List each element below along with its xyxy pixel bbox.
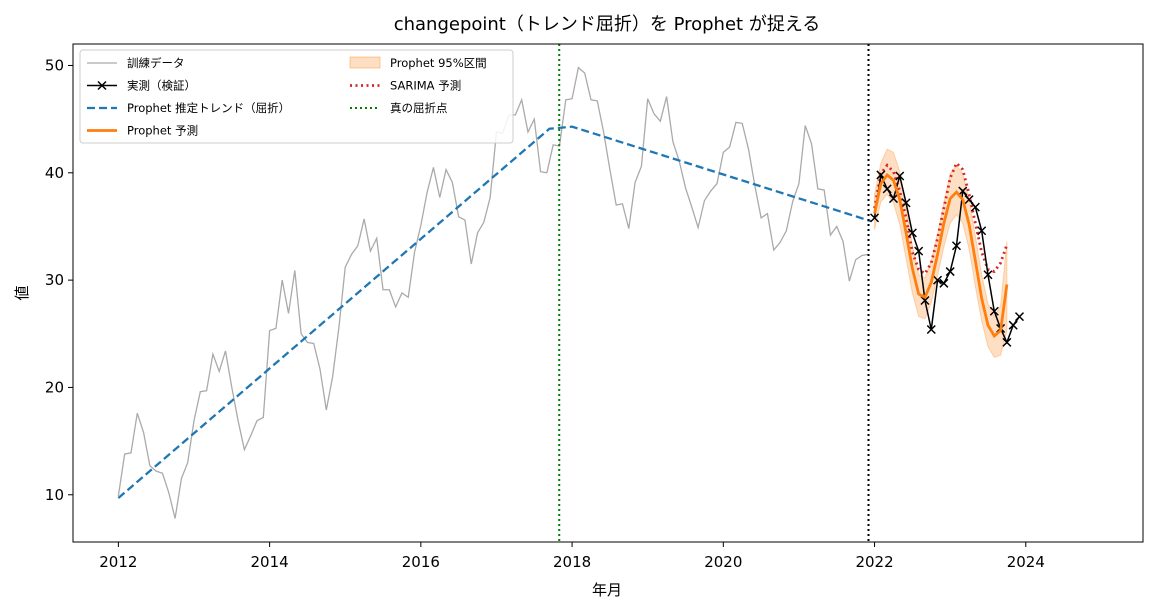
legend-frame bbox=[79, 49, 514, 144]
actual-point-marker bbox=[926, 324, 936, 335]
legend-label: Prophet 予測 bbox=[127, 124, 198, 138]
series-trend-line bbox=[117, 125, 872, 499]
y-axis-label: 値 bbox=[13, 285, 31, 300]
series-forecast-line bbox=[873, 172, 1009, 339]
legend-label: Prophet 推定トレンド（屈折） bbox=[127, 101, 290, 115]
legend-label: 訓練データ bbox=[127, 56, 185, 70]
x-tick-label: 2020 bbox=[704, 553, 742, 571]
actual-point-marker bbox=[989, 306, 999, 316]
actual-point-marker bbox=[970, 202, 980, 212]
actual-point-marker bbox=[920, 295, 930, 306]
actual-point-marker bbox=[914, 246, 924, 256]
legend-entry-band: Prophet 95%区間 bbox=[349, 56, 487, 70]
actual-point-marker bbox=[945, 267, 955, 277]
series-actual-line bbox=[873, 172, 1021, 345]
series-train-line bbox=[117, 66, 869, 519]
actual-point-marker bbox=[939, 278, 949, 288]
actual-point-marker bbox=[951, 241, 962, 251]
forecast-interval-band bbox=[874, 148, 1008, 359]
actual-point-marker bbox=[964, 195, 974, 205]
actual-point-marker bbox=[888, 194, 898, 204]
x-tick-label: 2012 bbox=[99, 553, 137, 571]
legend-label: SARIMA 予測 bbox=[390, 79, 461, 93]
actual-point-marker bbox=[901, 198, 911, 208]
y-tick-label: 20 bbox=[45, 378, 64, 396]
legend-label: 実測（検証） bbox=[127, 79, 196, 93]
actual-point-marker bbox=[977, 226, 987, 236]
chart-title: changepoint（トレンド屈折）を Prophet が捉える bbox=[394, 14, 821, 35]
actual-point-marker bbox=[1002, 337, 1012, 347]
actual-point-marker bbox=[983, 270, 993, 280]
legend-entry-train: 訓練データ bbox=[87, 56, 185, 70]
y-tick-label: 30 bbox=[45, 271, 64, 289]
actual-point-marker bbox=[895, 171, 905, 181]
legend-swatch bbox=[349, 56, 381, 69]
legend-entry-forecast: Prophet 予測 bbox=[87, 124, 198, 138]
actual-point-marker bbox=[933, 275, 943, 285]
actual-point-marker bbox=[958, 186, 968, 196]
legend-marker bbox=[97, 80, 107, 91]
x-tick-label: 2024 bbox=[1007, 553, 1045, 571]
y-tick-label: 50 bbox=[45, 56, 64, 74]
actual-point-marker bbox=[882, 184, 892, 194]
y-tick-label: 40 bbox=[45, 164, 64, 182]
x-tick-label: 2018 bbox=[553, 553, 591, 571]
y-tick-label: 10 bbox=[45, 486, 64, 504]
actual-point-marker bbox=[870, 213, 880, 223]
x-tick-label: 2014 bbox=[251, 553, 289, 571]
x-tick-label: 2016 bbox=[402, 553, 440, 571]
x-tick-label: 2022 bbox=[855, 553, 893, 571]
legend-entry-actual: 実測（検証） bbox=[87, 79, 196, 93]
x-axis-label: 年月 bbox=[592, 581, 622, 599]
legend-entry-trend: Prophet 推定トレンド（屈折） bbox=[87, 101, 290, 115]
actual-point-marker bbox=[907, 228, 917, 238]
axes: 2012 2014 2016 2018 2020 2022 2024 10 20 30 40 50 bbox=[45, 56, 1045, 571]
plot-area bbox=[117, 44, 1025, 542]
actual-point-marker bbox=[1014, 312, 1025, 322]
legend-entry-changepoint: 真の屈折点 bbox=[350, 101, 448, 115]
legend-entry-sarima: SARIMA 予測 bbox=[350, 79, 461, 93]
actual-point-marker bbox=[1008, 320, 1018, 330]
plot-frame bbox=[72, 43, 1144, 543]
legend-label: 真の屈折点 bbox=[390, 101, 448, 115]
legend-label: Prophet 95%区間 bbox=[390, 56, 487, 70]
